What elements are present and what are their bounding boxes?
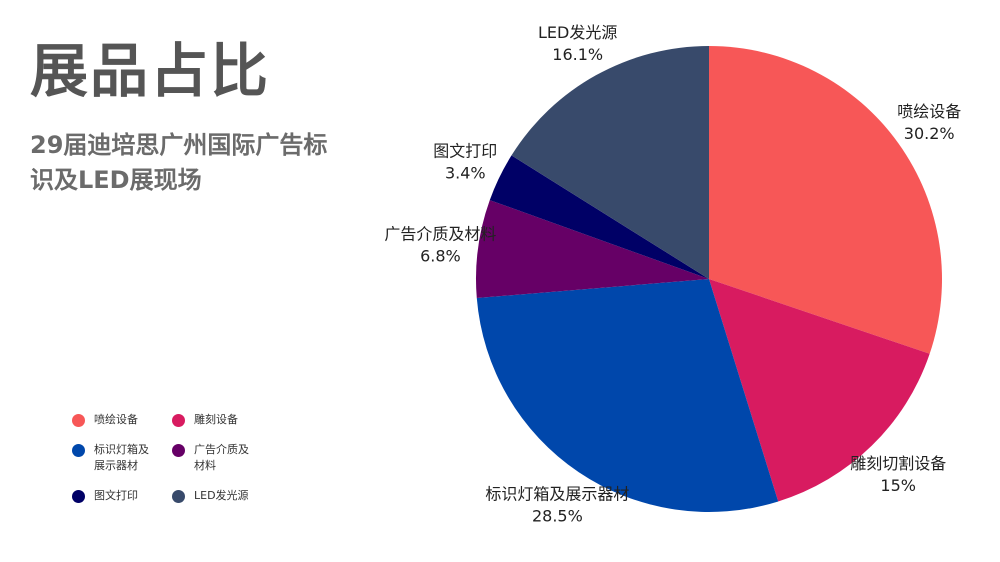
pie-slice-3 <box>476 200 709 299</box>
legend-label-2: 标识灯箱及展示器材 <box>94 442 149 472</box>
legend-item-2: 标识灯箱及展示器材 <box>72 442 172 474</box>
chart-legend: 喷绘设备 雕刻设备标识灯箱及展示器材 广告介质及材料图文打印 LED发光源 <box>72 412 302 504</box>
slice-value-label-3: 6.8% <box>420 246 461 265</box>
legend-item-1: 雕刻设备 <box>172 412 282 428</box>
slice-value-label-0: 30.2% <box>904 124 955 143</box>
legend-swatch-0 <box>72 414 85 427</box>
slice-value-label-1: 15% <box>880 476 916 495</box>
page-subtitle: 29届迪培思广州国际广告标识及LED展现场 <box>30 131 328 194</box>
slice-label-4: 图文打印 <box>433 142 497 161</box>
legend-item-4: 图文打印 <box>72 488 172 504</box>
legend-label-3: 广告介质及材料 <box>194 442 249 472</box>
pie-slice-4 <box>489 155 709 279</box>
legend-label-0: 喷绘设备 <box>94 413 138 426</box>
legend-label-4: 图文打印 <box>94 488 138 502</box>
pie-slice-2 <box>476 279 779 512</box>
slice-label-3: 广告介质及材料 <box>384 224 496 243</box>
slice-value-label-5: 16.1% <box>552 45 603 64</box>
legend-label-5: LED发光源 <box>194 488 249 502</box>
legend-item-0: 喷绘设备 <box>72 412 172 428</box>
slice-label-1: 雕刻切割设备 <box>850 454 946 473</box>
legend-swatch-1 <box>172 414 185 427</box>
pie-slice-5 <box>511 46 709 279</box>
slice-value-label-4: 3.4% <box>445 164 486 183</box>
pie-slice-0 <box>709 46 942 354</box>
legend-label-1: 雕刻设备 <box>194 413 238 426</box>
slice-label-5: LED发光源 <box>538 23 617 42</box>
legend-swatch-3 <box>172 443 185 457</box>
slice-label-2: 标识灯箱及展示器材 <box>485 485 629 504</box>
legend-swatch-4 <box>72 489 85 503</box>
legend-item-3: 广告介质及材料 <box>172 442 282 474</box>
legend-swatch-2 <box>72 443 85 457</box>
slice-value-label-2: 28.5% <box>532 507 583 526</box>
page-title: 展品占比 <box>30 37 271 105</box>
legend-item-5: LED发光源 <box>172 488 282 504</box>
legend-swatch-5 <box>172 489 185 503</box>
pie-slice-1 <box>709 279 930 502</box>
slice-label-0: 喷绘设备 <box>897 102 961 121</box>
